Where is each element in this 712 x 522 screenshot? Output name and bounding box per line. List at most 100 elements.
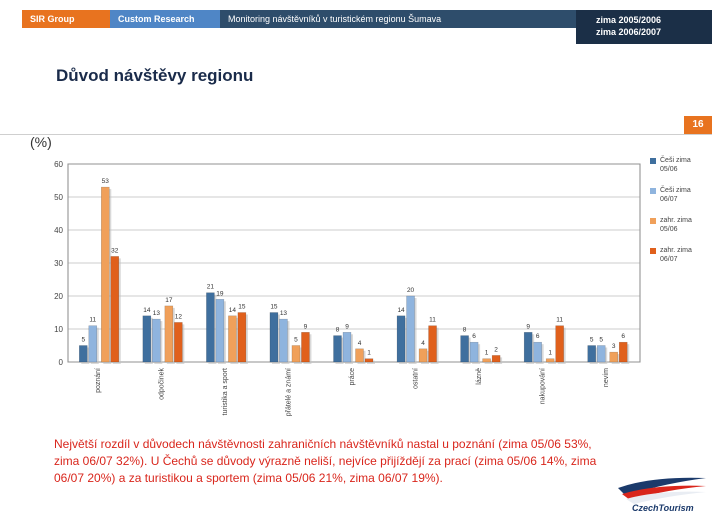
bar	[333, 335, 342, 363]
legend-swatch	[650, 188, 656, 194]
bar-shadow	[367, 360, 375, 364]
bar	[279, 318, 288, 363]
bar	[609, 351, 618, 363]
x-tick-label: ostatní	[413, 368, 420, 389]
data-label: 9	[526, 323, 530, 330]
bar	[355, 348, 364, 363]
data-label: 17	[165, 297, 173, 304]
chart-legend: Češi zima 05/06 Češi zima 06/07 zahr. zima…	[650, 156, 708, 276]
flag-swoosh-logo-icon	[618, 477, 706, 504]
y-tick-label: 10	[54, 325, 63, 334]
data-label: 8	[463, 327, 467, 334]
data-label: 5	[81, 337, 85, 344]
data-label: 14	[397, 307, 405, 314]
data-label: 4	[358, 340, 362, 347]
header-period: zima 2005/2006 zima 2006/2007	[576, 10, 712, 44]
bar	[164, 305, 174, 363]
bar	[342, 332, 352, 363]
bar	[406, 295, 415, 363]
bar	[228, 315, 237, 363]
bar	[460, 335, 469, 363]
y-tick-label: 30	[54, 259, 63, 268]
x-tick-label: odpočinek	[158, 368, 165, 400]
data-label: 6	[536, 333, 540, 340]
bar	[491, 355, 501, 363]
bar	[364, 358, 374, 363]
data-label: 11	[556, 317, 563, 324]
legend-item: Češi zima 05/06	[650, 156, 708, 186]
y-tick-label: 50	[54, 193, 63, 202]
bar	[101, 186, 110, 363]
bar	[428, 325, 437, 363]
bar-shadow	[484, 360, 493, 364]
y-axis-unit-label: (%)	[30, 134, 52, 150]
data-label: 11	[429, 317, 436, 324]
legend-item: zahr. zima 05/06	[650, 216, 708, 246]
y-tick-label: 40	[54, 226, 63, 235]
data-label: 5	[294, 337, 298, 344]
data-label: 15	[270, 304, 278, 311]
x-tick-label: turistika a sport	[222, 368, 229, 416]
czechtourism-logo: CzechTourism	[612, 472, 712, 517]
legend-label: Češi zima 05/06	[660, 157, 691, 173]
data-label: 1	[485, 350, 489, 357]
legend-label: zahr. zima 06/07	[660, 247, 692, 263]
bar	[79, 345, 88, 363]
data-label: 19	[216, 290, 224, 297]
section-divider	[0, 134, 712, 135]
data-label: 14	[143, 307, 151, 314]
x-tick-label: nevím	[603, 368, 610, 387]
data-label: 1	[367, 350, 371, 357]
bar	[88, 325, 98, 363]
bar	[301, 332, 310, 363]
bar	[533, 341, 542, 363]
data-label: 21	[207, 284, 215, 291]
legend-swatch	[650, 248, 656, 254]
period-line-1: zima 2005/2006	[596, 15, 662, 25]
logo-text: CzechTourism	[632, 503, 694, 513]
header-segment-project: Monitoring návštěvníků v turistickém reg…	[220, 10, 576, 28]
data-label: 20	[407, 287, 415, 294]
bar	[142, 315, 152, 363]
bar	[587, 345, 596, 363]
bar	[174, 322, 183, 363]
data-label: 12	[175, 313, 183, 320]
page-title: Důvod návštěvy regionu	[56, 66, 254, 85]
bar	[237, 312, 247, 363]
bar	[206, 292, 215, 363]
legend-swatch	[650, 158, 656, 164]
data-label: 14	[229, 307, 237, 314]
data-label: 9	[304, 323, 308, 330]
data-label: 3	[612, 343, 616, 350]
y-tick-label: 60	[54, 160, 63, 169]
legend-label: Češi zima 06/07	[660, 187, 691, 203]
y-tick-label: 0	[59, 358, 64, 367]
bar	[555, 325, 564, 363]
bar	[545, 358, 555, 363]
x-tick-label: nakupování	[540, 368, 547, 404]
header-segment-agency: SIR Group	[22, 10, 110, 28]
bar	[482, 358, 491, 363]
y-tick-label: 20	[54, 292, 63, 301]
data-label: 13	[153, 310, 161, 317]
bar	[469, 341, 479, 363]
legend-item: Češi zima 06/07	[650, 186, 708, 216]
data-label: 32	[111, 247, 119, 254]
bar	[110, 256, 120, 363]
period-line-2: zima 2006/2007	[596, 27, 662, 37]
data-label: 5	[599, 337, 603, 344]
data-label: 4	[421, 340, 425, 347]
x-tick-label: práce	[349, 368, 356, 386]
header-segment-division: Custom Research	[110, 10, 220, 28]
bar	[215, 299, 225, 363]
bar	[418, 348, 428, 363]
data-label: 13	[280, 310, 288, 317]
data-label: 8	[336, 327, 340, 334]
data-label: 2	[494, 346, 498, 353]
bar	[396, 315, 406, 363]
bar	[269, 312, 279, 363]
data-label: 6	[472, 333, 476, 340]
bar	[523, 332, 533, 363]
bar	[596, 345, 606, 363]
page-number-badge: 16	[684, 116, 712, 134]
